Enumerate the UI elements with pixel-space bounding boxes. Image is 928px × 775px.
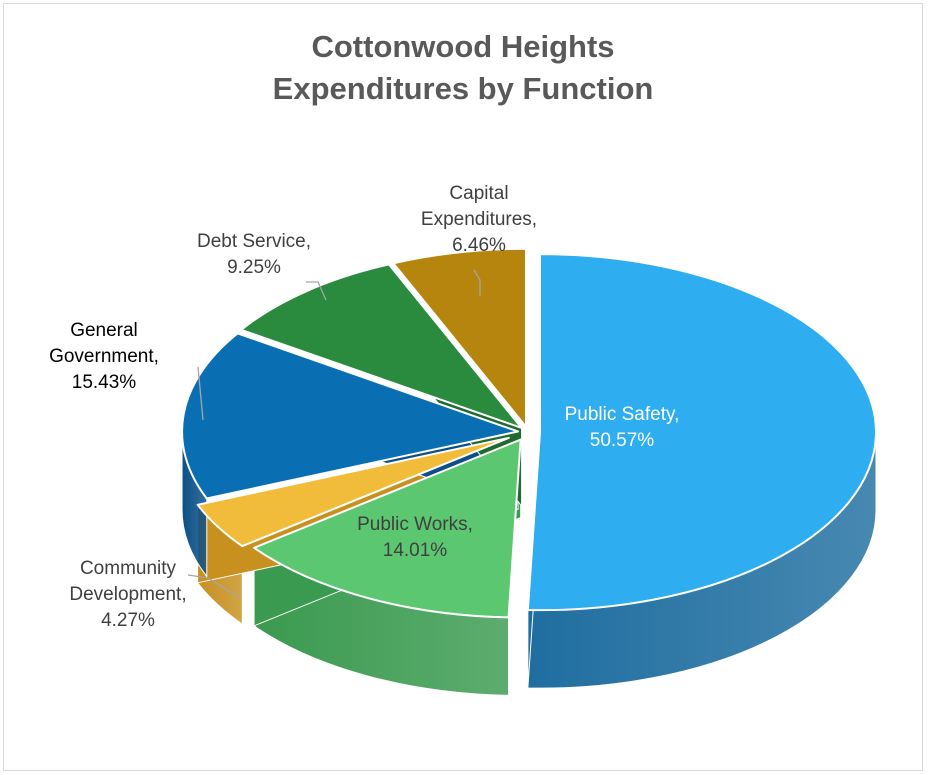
pie-tops bbox=[181, 247, 877, 619]
data-label-community-development: Community Development, 4.27% bbox=[69, 558, 186, 631]
data-label-debt-service: Debt Service, 9.25% bbox=[197, 231, 311, 278]
data-label-line: Expenditures, bbox=[421, 209, 537, 230]
leader-lines bbox=[187, 269, 481, 599]
chart-title: Cottonwood Heights Expenditures by Funct… bbox=[4, 26, 922, 110]
leader-line-community-development bbox=[187, 574, 241, 599]
pie-slice-public-safety bbox=[526, 253, 877, 612]
pie-slice-general-government bbox=[181, 332, 520, 500]
leader-line-debt-service bbox=[306, 281, 327, 301]
leader-line-capital-expenditures bbox=[473, 269, 481, 296]
data-label-line: Development, bbox=[69, 584, 186, 605]
data-label-line: 4.27% bbox=[101, 610, 155, 631]
pie-slice-public-works bbox=[253, 438, 522, 619]
chart-title-line-1: Cottonwood Heights bbox=[311, 29, 615, 64]
pie-slice-debt-service bbox=[240, 263, 523, 429]
data-label-line: Capital bbox=[449, 183, 508, 204]
data-label-line: Government, bbox=[49, 346, 159, 367]
chart-title-line-2: Expenditures by Function bbox=[272, 71, 654, 106]
data-label-line: General bbox=[70, 320, 138, 341]
data-label-line: 15.43% bbox=[72, 372, 137, 393]
data-label-line: 50.57% bbox=[590, 430, 655, 451]
data-label-capital-expenditures: Capital Expenditures, 6.46% bbox=[421, 183, 537, 256]
data-label-general-government: General Government, 15.43% bbox=[49, 320, 159, 393]
data-label-line: 6.46% bbox=[452, 235, 506, 256]
data-label-public-safety: Public Safety, 50.57% bbox=[565, 404, 680, 451]
data-label-line: Public Works, bbox=[357, 514, 473, 535]
leader-line-general-government bbox=[197, 366, 204, 421]
pie-slice-community-development bbox=[196, 436, 510, 548]
data-labels: Public Safety, 50.57% Public Works, 14.01% C… bbox=[49, 183, 679, 631]
data-label-line: Community bbox=[80, 558, 177, 579]
data-label-public-works: Public Works, 14.01% bbox=[357, 514, 473, 561]
pie-slice-capital-expenditures bbox=[392, 247, 527, 428]
data-label-line: 9.25% bbox=[227, 257, 281, 278]
data-label-line: 14.01% bbox=[383, 540, 448, 561]
data-label-line: Public Safety, bbox=[565, 404, 680, 425]
data-label-line: Debt Service, bbox=[197, 231, 311, 252]
